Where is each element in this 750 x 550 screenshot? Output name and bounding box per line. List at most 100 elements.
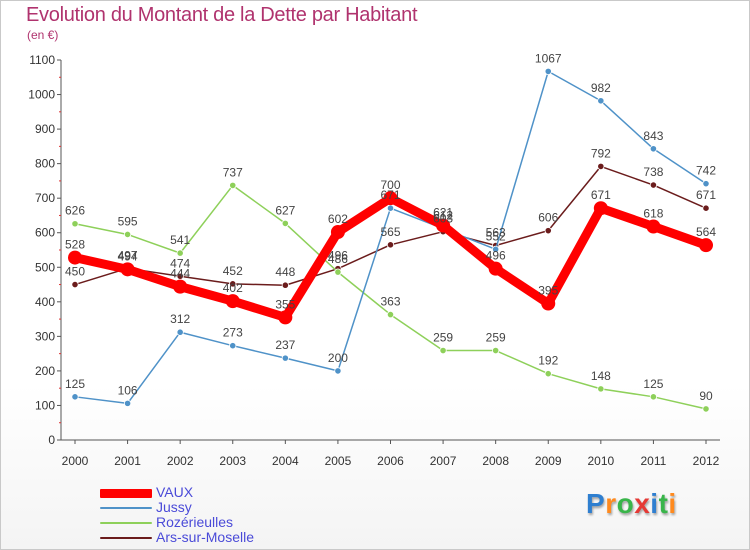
y-tick-label: 800 bbox=[35, 157, 55, 171]
x-tick-label: 2006 bbox=[377, 454, 404, 468]
data-label: 541 bbox=[170, 233, 190, 247]
data-point bbox=[597, 162, 605, 170]
logo-letter: x bbox=[634, 488, 651, 519]
data-label: 90 bbox=[699, 389, 713, 403]
data-point bbox=[492, 346, 500, 355]
data-point bbox=[436, 218, 451, 233]
data-point bbox=[597, 97, 605, 105]
logo-letter: t bbox=[658, 488, 669, 519]
data-label: 444 bbox=[170, 267, 190, 281]
data-point bbox=[488, 261, 503, 276]
y-tick-label: 200 bbox=[35, 364, 55, 378]
data-point bbox=[386, 310, 395, 319]
data-label: 450 bbox=[65, 265, 85, 279]
data-label: 700 bbox=[380, 178, 400, 192]
data-label: 564 bbox=[696, 225, 716, 239]
x-tick-label: 2007 bbox=[430, 454, 457, 468]
data-label: 125 bbox=[643, 377, 663, 391]
data-label: 448 bbox=[275, 265, 295, 279]
data-label: 552 bbox=[486, 229, 506, 243]
data-point bbox=[176, 328, 184, 336]
data-label: 497 bbox=[118, 248, 138, 262]
data-point bbox=[649, 145, 658, 153]
data-point bbox=[702, 204, 710, 212]
data-label: 612 bbox=[433, 209, 453, 223]
x-tick-label: 2000 bbox=[62, 454, 89, 468]
data-point bbox=[330, 225, 345, 240]
data-point bbox=[544, 67, 552, 76]
data-point bbox=[649, 181, 658, 189]
data-label: 618 bbox=[643, 207, 663, 221]
data-label: 395 bbox=[538, 284, 558, 298]
data-point bbox=[281, 354, 289, 362]
data-label: 125 bbox=[65, 377, 85, 391]
data-label: 671 bbox=[591, 188, 611, 202]
logo-letter: o bbox=[616, 488, 635, 519]
data-point bbox=[68, 250, 82, 265]
chart-subtitle: (en €) bbox=[27, 28, 59, 42]
chart-title: Evolution du Montant de la Dette par Hab… bbox=[26, 4, 418, 26]
legend-swatch bbox=[100, 537, 152, 539]
y-tick-label: 600 bbox=[35, 226, 55, 240]
y-tick-label: 1000 bbox=[28, 88, 55, 102]
data-label: 273 bbox=[223, 326, 243, 340]
y-tick-label: 100 bbox=[35, 398, 55, 412]
legend-swatch bbox=[100, 522, 152, 524]
data-point bbox=[649, 393, 658, 401]
data-point bbox=[229, 280, 237, 288]
data-point bbox=[278, 310, 293, 325]
data-label: 259 bbox=[433, 331, 453, 345]
data-point bbox=[544, 370, 552, 378]
legend-swatch bbox=[100, 507, 152, 509]
data-label: 603 bbox=[433, 212, 453, 226]
data-label: 192 bbox=[538, 354, 558, 368]
data-point bbox=[173, 279, 188, 294]
data-label: 259 bbox=[486, 331, 506, 345]
data-label: 355 bbox=[275, 297, 295, 311]
data-point bbox=[386, 241, 395, 249]
data-point bbox=[646, 219, 661, 234]
data-point bbox=[123, 399, 132, 407]
x-tick-label: 2008 bbox=[482, 454, 509, 468]
x-tick-label: 2010 bbox=[587, 454, 614, 468]
data-label: 843 bbox=[643, 129, 663, 143]
data-label: 474 bbox=[170, 256, 190, 270]
data-label: 671 bbox=[380, 188, 400, 202]
y-tick-label: 700 bbox=[35, 191, 55, 205]
y-tick-label: 500 bbox=[35, 260, 55, 274]
data-point bbox=[334, 268, 342, 276]
data-label: 565 bbox=[380, 225, 400, 239]
data-label: 671 bbox=[696, 188, 716, 202]
y-tick-label: 300 bbox=[35, 329, 55, 343]
data-point bbox=[225, 294, 240, 309]
logo-letter: P bbox=[586, 488, 606, 519]
data-label: 452 bbox=[223, 264, 243, 278]
y-tick-label: 900 bbox=[35, 122, 55, 136]
x-tick-label: 2009 bbox=[535, 454, 562, 468]
legend-label: Rozérieulles bbox=[156, 514, 234, 530]
data-point bbox=[123, 230, 132, 239]
x-tick-label: 2005 bbox=[325, 454, 352, 468]
proxiti-logo: Proxiti bbox=[586, 488, 677, 520]
x-tick-label: 2011 bbox=[641, 454, 667, 468]
data-point bbox=[699, 238, 713, 253]
data-label: 742 bbox=[696, 164, 716, 178]
data-point bbox=[334, 367, 342, 375]
data-label: 626 bbox=[65, 204, 85, 218]
data-point bbox=[176, 249, 184, 257]
data-label: 621 bbox=[433, 205, 453, 219]
x-tick-label: 2002 bbox=[167, 454, 194, 468]
legend-swatch bbox=[100, 488, 152, 498]
data-label: 563 bbox=[486, 226, 506, 240]
data-label: 982 bbox=[591, 81, 611, 95]
data-label: 312 bbox=[170, 312, 190, 326]
data-label: 402 bbox=[223, 281, 243, 295]
data-label: 737 bbox=[223, 165, 243, 179]
data-label: 738 bbox=[643, 165, 663, 179]
data-label: 602 bbox=[328, 212, 348, 226]
data-point bbox=[229, 342, 237, 350]
data-point bbox=[71, 393, 79, 401]
legend-label: Ars-sur-Moselle bbox=[156, 529, 255, 545]
data-point bbox=[176, 272, 184, 280]
data-point bbox=[541, 296, 556, 311]
